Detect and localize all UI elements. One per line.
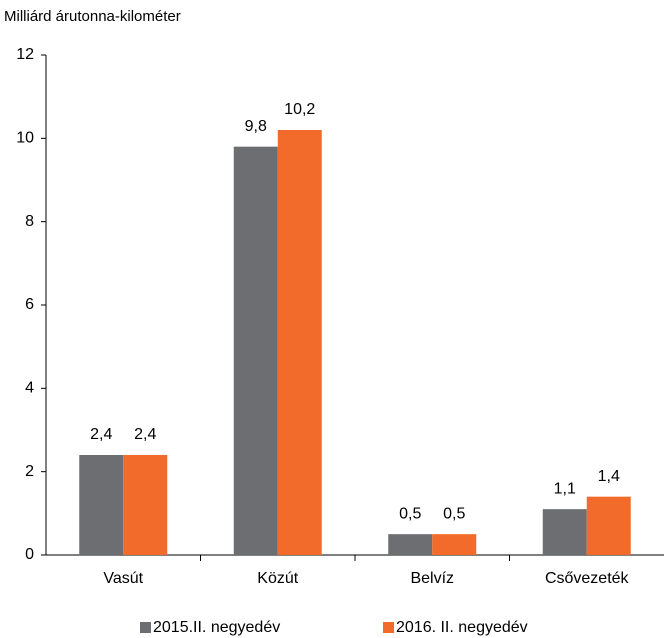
x-tick-label: Vasút <box>103 570 143 587</box>
y-tick-label: 12 <box>16 46 34 63</box>
y-axis-label: Milliárd árutonna-kilométer <box>4 8 181 25</box>
value-label: 0,5 <box>443 505 465 522</box>
value-label: 1,1 <box>554 480 576 497</box>
value-label: 2,4 <box>134 426 156 443</box>
value-label: 2,4 <box>90 426 112 443</box>
bar <box>233 146 278 555</box>
bar <box>79 455 124 555</box>
legend-swatch <box>140 622 151 633</box>
bar <box>586 496 631 555</box>
bar <box>388 534 433 555</box>
legend-label: 2016. II. negyedév <box>396 619 528 636</box>
y-tick-label: 0 <box>25 546 34 563</box>
y-tick-label: 10 <box>16 130 34 147</box>
legend-swatch <box>383 622 394 633</box>
y-tick-label: 6 <box>25 296 34 313</box>
bar <box>542 509 587 555</box>
value-label: 1,4 <box>598 468 620 485</box>
bar <box>432 534 477 555</box>
x-tick-label: Belvíz <box>410 570 454 587</box>
value-label: 9,8 <box>245 118 267 135</box>
x-tick-label: Csővezeték <box>545 570 630 587</box>
value-label: 0,5 <box>399 505 421 522</box>
legend-label: 2015.II. negyedév <box>153 619 280 636</box>
y-tick-label: 8 <box>25 213 34 230</box>
x-tick-label: Közút <box>257 570 298 587</box>
bar <box>123 455 168 555</box>
y-tick-label: 4 <box>25 380 34 397</box>
y-tick-label: 2 <box>25 463 34 480</box>
value-label: 10,2 <box>284 101 315 118</box>
bar <box>277 130 322 555</box>
